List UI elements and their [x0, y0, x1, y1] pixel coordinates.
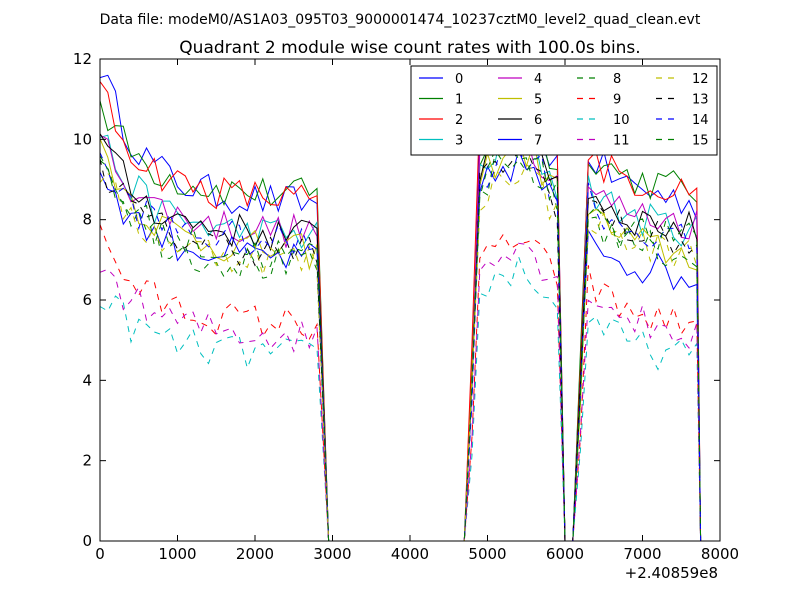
data-file-header: Data file: modeM0/AS1A03_095T03_90000014…	[100, 12, 701, 28]
y-tick-label: 2	[82, 452, 92, 470]
x-tick-label: 5000	[468, 545, 506, 563]
series-line-10	[99, 254, 702, 542]
series-line-5	[99, 136, 702, 542]
legend-label-2: 2	[455, 113, 463, 128]
legend-label-3: 3	[455, 134, 463, 149]
series-line-2	[99, 81, 702, 542]
legend-label-0: 0	[455, 72, 463, 87]
legend-box	[410, 65, 718, 156]
series-line-8	[99, 140, 702, 542]
x-tick-label: 4000	[391, 545, 429, 563]
x-offset-label: +2.40859e8	[625, 564, 718, 582]
legend-label-15: 15	[692, 134, 709, 149]
series-line-13	[99, 148, 702, 542]
series-line-7	[99, 148, 702, 542]
series-line-11	[99, 242, 702, 542]
x-tick-label: 7000	[623, 545, 661, 563]
y-tick-label: 6	[82, 291, 92, 309]
series-line-9	[99, 224, 702, 542]
y-tick-label: 12	[73, 50, 92, 68]
legend-label-14: 14	[692, 113, 709, 128]
y-tick-label: 8	[82, 211, 92, 229]
legend-label-9: 9	[613, 93, 621, 108]
series-line-4	[99, 132, 702, 542]
series-line-14	[99, 141, 702, 542]
series-line-1	[99, 100, 702, 542]
x-tick-label: 1000	[158, 545, 196, 563]
legend-label-10: 10	[613, 113, 630, 128]
legend-label-5: 5	[534, 93, 542, 108]
series-line-15	[99, 149, 702, 542]
axis-ticks: 0 1000 2000 3000 4000 5000 6000 7000 80000246810…	[73, 50, 739, 563]
x-tick-label: 2000	[236, 545, 274, 563]
legend-label-4: 4	[534, 72, 542, 87]
legend-label-1: 1	[455, 93, 463, 108]
legend-label-8: 8	[613, 72, 621, 87]
legend-label-13: 13	[692, 93, 709, 108]
y-tick-label: 4	[82, 371, 92, 389]
legend-label-6: 6	[534, 113, 542, 128]
x-tick-label: 3000	[313, 545, 351, 563]
x-tick-label: 0	[95, 545, 105, 563]
series-line-12	[99, 163, 702, 542]
x-tick-label: 8000	[701, 545, 739, 563]
y-tick-label: 10	[73, 130, 92, 148]
x-tick-label: 6000	[546, 545, 584, 563]
series-layer	[99, 74, 702, 542]
legend-label-7: 7	[534, 134, 542, 149]
chart-title: Quadrant 2 module wise count rates with …	[179, 38, 640, 58]
y-tick-label: 0	[82, 532, 92, 550]
legend-label-12: 12	[692, 72, 709, 87]
legend-label-11: 11	[613, 134, 630, 149]
